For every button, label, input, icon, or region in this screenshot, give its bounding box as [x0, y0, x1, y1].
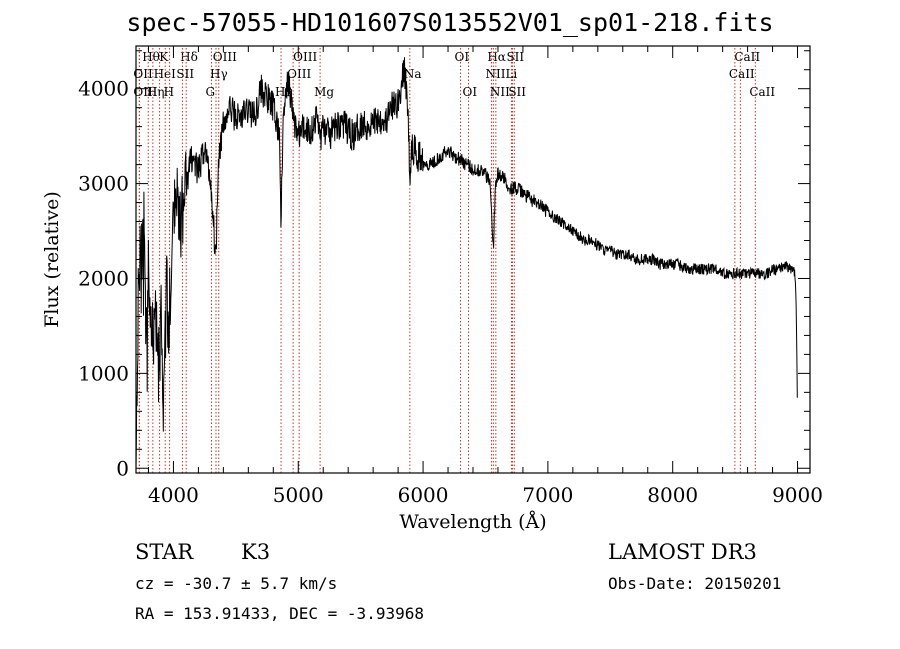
line-marker-label: Li: [505, 67, 517, 81]
x-tick-label: 6000: [398, 483, 449, 507]
line-marker-label: CaII: [729, 67, 755, 81]
object-class: STAR: [135, 540, 194, 564]
plot-axes: 4000 5000 6000 7000 8000 9000 0 1000 2000 3000 400…: [41, 45, 823, 533]
line-marker-label: CaII: [749, 85, 775, 99]
line-marker-label: OIII: [213, 50, 237, 64]
redshift-cz: cz = -30.7 ± 5.7 km/s: [135, 574, 338, 593]
y-axis-label: Flux (relative): [41, 191, 63, 328]
y-tick-label: 2000: [78, 266, 129, 290]
line-marker-label: CaII: [734, 50, 760, 64]
object-subclass: K3: [241, 540, 271, 564]
spectrum-line: [135, 57, 798, 469]
y-tick-label: 0: [116, 456, 129, 480]
line-marker-label: Na: [404, 67, 422, 81]
line-marker-label: HeI: [154, 67, 177, 81]
line-marker-label: Hθ: [142, 50, 160, 64]
survey-name: LAMOST DR3: [608, 540, 757, 564]
y-tick-label: 1000: [78, 361, 129, 385]
line-marker-label: Mg: [314, 85, 334, 99]
observation-date: Obs-Date: 20150201: [608, 574, 782, 593]
line-marker-label: K: [159, 50, 169, 64]
line-marker-label: OI: [463, 85, 478, 99]
line-marker-label: SII: [176, 67, 194, 81]
line-marker-label: H: [164, 85, 174, 99]
line-marker-label: Hα: [487, 50, 506, 64]
line-marker-label: OIII: [287, 67, 311, 81]
x-tick-label: 9000: [772, 483, 823, 507]
line-marker-label: Hδ: [180, 50, 198, 64]
chart-title: spec-57055-HD101607S013552V01_sp01-218.f…: [126, 8, 774, 37]
line-marker-label: Hη: [147, 85, 165, 99]
line-marker-label: Hγ: [210, 67, 228, 81]
x-tick-label: 5000: [273, 483, 324, 507]
line-marker-label: SII: [508, 85, 526, 99]
line-marker-label: G: [206, 85, 216, 99]
line-marker-label: SII: [506, 50, 524, 64]
x-tick-label: 4000: [148, 483, 199, 507]
y-tick-label: 3000: [78, 172, 129, 196]
line-marker-label: OIII: [293, 50, 317, 64]
plot-frame: [135, 45, 811, 474]
ra-dec-coordinates: RA = 153.91433, DEC = -3.93968: [135, 604, 424, 623]
line-marker-label: OII: [133, 67, 153, 81]
x-axis-label: Wavelength (Å): [399, 511, 546, 533]
x-tick-label: 8000: [647, 483, 698, 507]
line-marker-label: NII: [490, 85, 510, 99]
x-tick-label: 7000: [522, 483, 573, 507]
y-tick-label: 4000: [78, 77, 129, 101]
line-marker-label: OI: [455, 50, 470, 64]
spectrum-series: [135, 57, 798, 469]
